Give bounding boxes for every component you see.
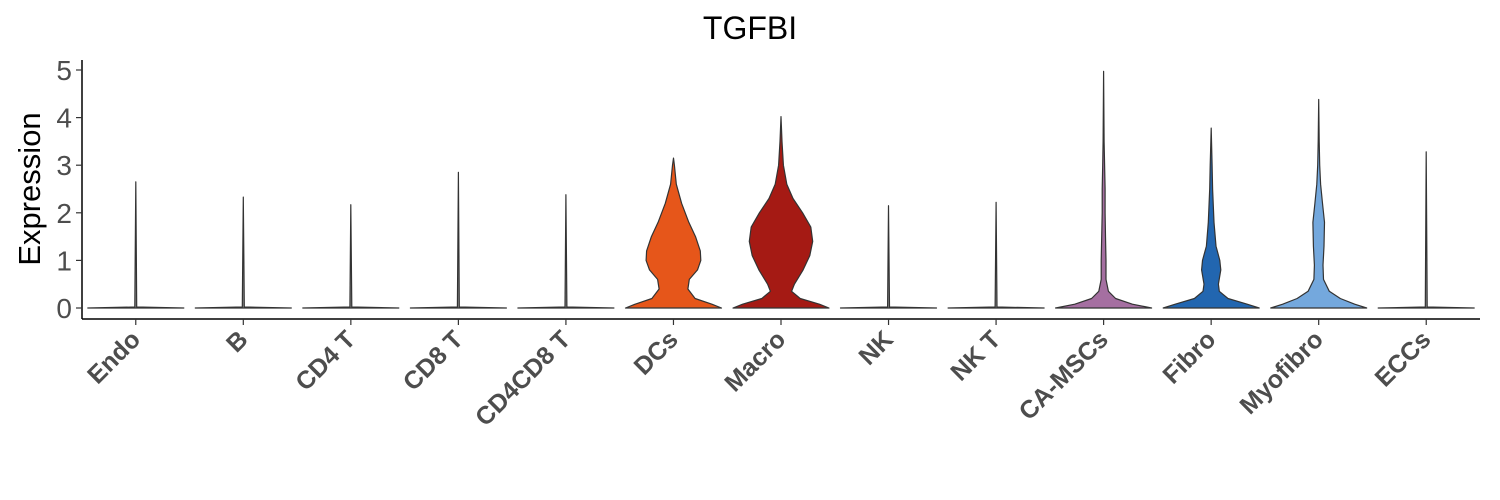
chart-title: TGFBI [702, 10, 798, 46]
y-tick-label: 3 [56, 150, 72, 181]
y-tick-label: 2 [56, 198, 72, 229]
violin-nk [839, 205, 938, 309]
violin-cd8-t [409, 171, 507, 309]
violin-eccs [1377, 151, 1475, 309]
violin-b [194, 196, 292, 309]
x-tick-label: Macro [719, 325, 791, 397]
violin-dcs [624, 157, 723, 309]
x-tick-label: CD4CD8 T [470, 325, 576, 431]
violin-ca-mscs [1055, 70, 1153, 309]
x-tick-label: Myofibro [1235, 325, 1329, 419]
violin-cd4cd8-t [517, 194, 615, 309]
x-tick-label: DCs [629, 325, 684, 380]
x-tick-label: B [221, 325, 254, 358]
x-tick-label: CD4 T [290, 325, 361, 396]
x-tick-label: Fibro [1157, 325, 1221, 389]
y-tick-label: 1 [56, 245, 72, 276]
y-tick-label: 4 [56, 103, 72, 134]
x-tick-label: ECCs [1370, 325, 1437, 392]
x-tick-label: CA-MSCs [1014, 325, 1114, 425]
y-tick-label: 0 [56, 293, 72, 324]
y-tick-label: 5 [56, 55, 72, 86]
violin-endo [87, 181, 185, 309]
x-tick-label: NK T [945, 325, 1006, 386]
violin-myofibro [1270, 98, 1368, 309]
x-tick-label: NK [853, 325, 898, 370]
x-tick-label: Endo [82, 325, 146, 389]
violin-macro [732, 116, 830, 309]
violin-nk-t [947, 201, 1045, 309]
violin-fibro [1162, 127, 1260, 309]
x-tick-label: CD8 T [398, 325, 469, 396]
violin-cd4-t [302, 204, 400, 309]
violins-layer [87, 70, 1475, 309]
